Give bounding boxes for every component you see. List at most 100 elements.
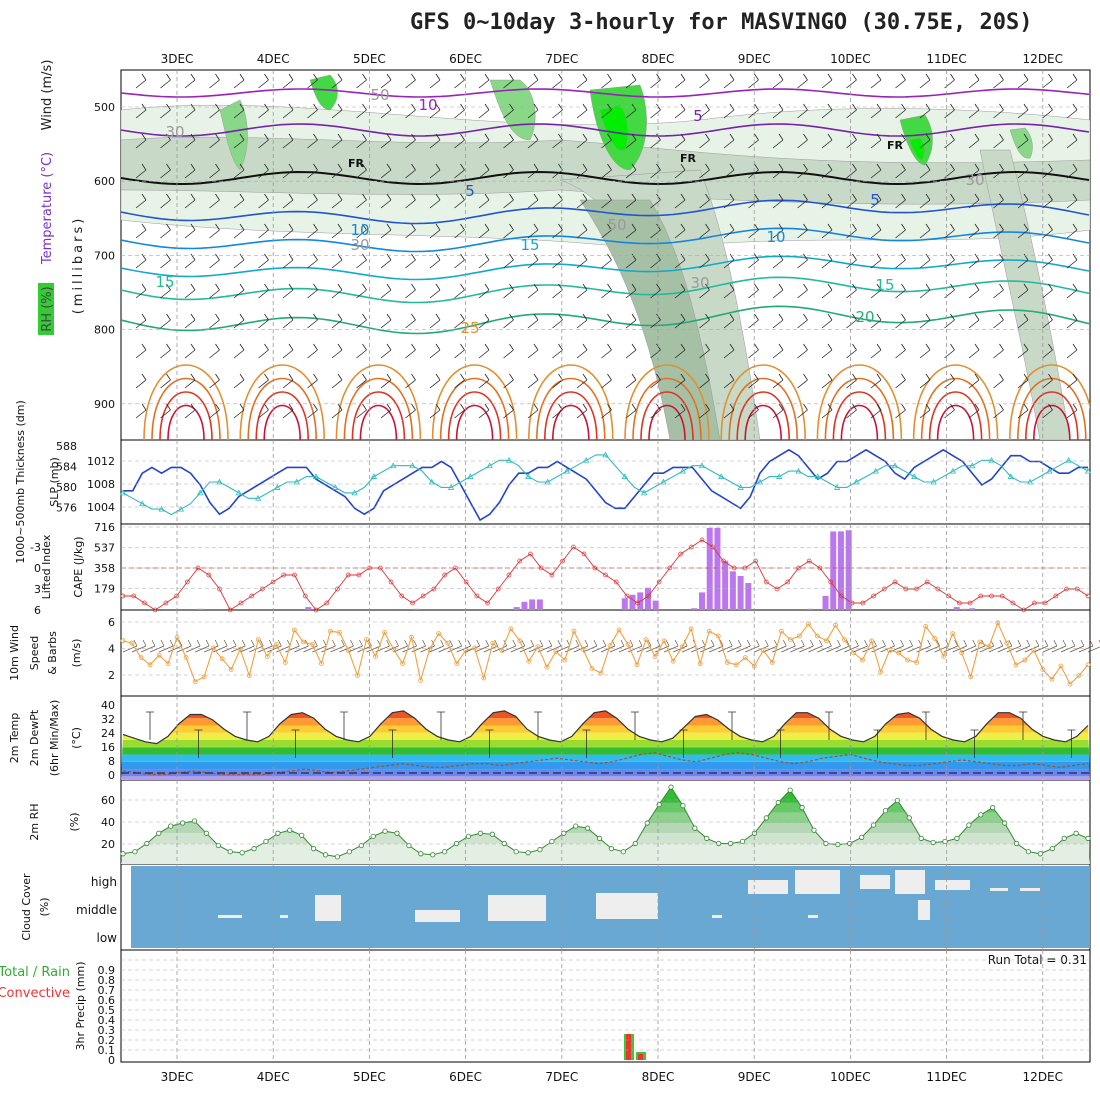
upper-wind-barb	[454, 403, 465, 419]
rh2m-marker	[144, 840, 150, 847]
thickness-marker	[197, 489, 204, 496]
lifted-index-marker	[763, 579, 769, 585]
upper-wind-barb	[821, 223, 833, 239]
minmax-whisker	[922, 711, 930, 740]
cloud-block	[808, 915, 818, 918]
cape-bar	[729, 571, 736, 610]
precip-ylabel: Total / Rain Convective 3hr Precip (mm) …	[0, 953, 1087, 1051]
upper-wind-barb	[772, 193, 784, 209]
rh2m-marker	[882, 808, 889, 814]
upper-wind-barb	[282, 313, 294, 329]
temp-tick-label: 32	[101, 713, 115, 726]
boundary-layer-isotherm	[912, 364, 999, 440]
upper-wind-barb	[625, 73, 637, 89]
boundary-layer-isotherm	[832, 391, 887, 440]
slp-ylabel-left: 1000~500mb Thickness (dm)	[14, 400, 27, 564]
pressure-tick-label: 900	[94, 398, 115, 411]
slp-thickness-panel	[119, 448, 1092, 522]
upper-yaxis: 500 600 700 800 900	[94, 101, 1090, 411]
upper-wind-barb	[503, 343, 514, 359]
precip-convective-bar	[626, 1034, 631, 1060]
upper-wind-barb	[527, 313, 539, 329]
precip-tick-label: 0.2	[98, 1034, 116, 1047]
upper-wind-barb	[478, 313, 490, 329]
upper-wind-barb	[944, 373, 955, 389]
upper-wind-barb	[184, 223, 196, 239]
boundary-layer-isotherm	[632, 377, 702, 440]
precip-panel	[624, 1034, 646, 1060]
rh2m-yaxis: 60 40 20	[101, 794, 1090, 851]
cloud-level-label: middle	[76, 903, 117, 917]
surface-wind-barb	[1051, 639, 1067, 653]
upper-wind-barb	[993, 163, 1004, 179]
cape-ylabel-right: CAPE (J/kg)	[72, 536, 85, 597]
precip-yaxis: 0.8 0.6 0.4 0.2 0 0.9 0.7 0.5 0.3 0.1	[98, 959, 1090, 1067]
upper-wind-barb	[699, 103, 710, 119]
lifted-index-marker	[249, 593, 255, 599]
upper-wind-barb	[405, 193, 416, 209]
rh2m-panel	[120, 784, 1091, 864]
wind-speed-marker	[715, 633, 721, 639]
upper-wind-barb	[552, 223, 563, 239]
contour-label: 5	[693, 107, 703, 125]
minmax-whisker	[679, 729, 688, 758]
cape-ylabel: Lifted Index CAPE (J/kg)	[40, 534, 85, 599]
boundary-layer-isotherm	[159, 391, 213, 440]
upper-wind-barb	[429, 283, 441, 299]
upper-wind-barb	[772, 73, 784, 89]
surface-wind-barb	[609, 639, 625, 653]
upper-wind-barb	[1042, 403, 1053, 419]
upper-wind-barb	[601, 103, 612, 119]
lifted-index-marker	[163, 600, 169, 606]
upper-wind-barb	[307, 163, 318, 179]
temp-band	[121, 747, 1090, 755]
date-label-top: 12DEC	[1023, 52, 1063, 66]
wind-speed-marker	[445, 640, 451, 646]
date-label-bottom: 7DEC	[545, 1070, 578, 1084]
upper-wind-barb	[184, 343, 196, 359]
upper-wind-barb	[160, 403, 171, 419]
upper-wind-barb	[576, 403, 588, 419]
upper-wind-barb	[184, 133, 196, 149]
upper-wind-barb	[1017, 313, 1029, 329]
cloud-level-label: high	[91, 875, 117, 889]
slp-yaxis: 588 584 580 576 1012 1008 1004	[56, 440, 1090, 515]
upper-wind-barb	[625, 223, 637, 239]
upper-wind-barb	[233, 403, 245, 419]
upper-wind-barb	[748, 163, 759, 179]
upper-wind-barb	[429, 373, 441, 389]
wind-speed-marker	[1076, 673, 1082, 678]
boundary-layer-isotherm	[736, 391, 790, 440]
upper-wind-barb	[380, 253, 392, 269]
wind10-yaxis: 6 4 2	[108, 616, 1090, 682]
upper-wind-barb	[454, 133, 465, 149]
upper-wind-barb	[356, 283, 367, 299]
cape-bar	[830, 531, 837, 610]
boundary-layer-isotherm	[447, 391, 502, 440]
wind-tick-label: 4	[108, 643, 115, 656]
upper-wind-barb	[1066, 283, 1078, 299]
lifted-index-marker	[260, 586, 265, 592]
upper-wind-barb	[968, 373, 980, 389]
wind-speed-line	[122, 621, 1089, 685]
wind-speed-marker	[1058, 663, 1064, 669]
minmax-whisker	[388, 729, 397, 758]
rh-shade-region	[309, 74, 338, 111]
boundary-layer-isotherm	[816, 364, 903, 440]
rh2m-marker	[227, 849, 233, 855]
minmax-whisker	[291, 729, 300, 758]
lifted-index-marker	[624, 593, 630, 599]
wind-speed-marker	[815, 633, 820, 639]
cape-bar	[745, 583, 752, 610]
rh2m-marker	[811, 827, 817, 833]
upper-wind-barb	[1066, 223, 1078, 239]
wind-speed-marker	[797, 633, 802, 639]
upper-wind-barb	[993, 193, 1004, 209]
rh2m-marker	[620, 849, 626, 855]
rh-band	[121, 823, 1090, 834]
upper-wind-barb	[233, 223, 245, 239]
upper-wind-barb	[993, 73, 1004, 89]
upper-wind-barb	[1042, 133, 1053, 149]
rh2m-marker	[585, 825, 591, 831]
